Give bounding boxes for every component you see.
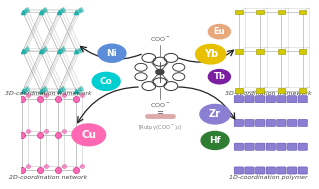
- FancyBboxPatch shape: [277, 96, 286, 103]
- FancyBboxPatch shape: [235, 9, 243, 14]
- Circle shape: [92, 72, 120, 90]
- FancyBboxPatch shape: [299, 49, 307, 54]
- Circle shape: [208, 25, 230, 39]
- FancyBboxPatch shape: [256, 167, 265, 174]
- Text: Ni: Ni: [107, 49, 117, 58]
- FancyBboxPatch shape: [299, 88, 307, 93]
- Text: Zr: Zr: [209, 109, 221, 119]
- FancyBboxPatch shape: [234, 143, 243, 150]
- FancyBboxPatch shape: [256, 88, 264, 93]
- FancyBboxPatch shape: [299, 9, 307, 14]
- Text: Hf: Hf: [209, 136, 221, 145]
- Circle shape: [72, 124, 106, 146]
- Circle shape: [201, 132, 229, 149]
- Text: 3D-coordination framework: 3D-coordination framework: [5, 91, 92, 96]
- FancyBboxPatch shape: [287, 119, 297, 126]
- FancyBboxPatch shape: [256, 119, 265, 126]
- Text: 2D-coordination network: 2D-coordination network: [9, 176, 87, 180]
- FancyBboxPatch shape: [287, 167, 297, 174]
- FancyBboxPatch shape: [298, 143, 308, 150]
- FancyBboxPatch shape: [277, 143, 286, 150]
- Text: [Rutpy(COO$^-$)$_2$]: [Rutpy(COO$^-$)$_2$]: [138, 123, 182, 132]
- FancyBboxPatch shape: [256, 143, 265, 150]
- FancyBboxPatch shape: [235, 49, 243, 54]
- FancyBboxPatch shape: [234, 96, 243, 103]
- Text: COO$^-$: COO$^-$: [150, 35, 170, 43]
- FancyBboxPatch shape: [245, 143, 254, 150]
- FancyBboxPatch shape: [287, 96, 297, 103]
- FancyBboxPatch shape: [298, 96, 308, 103]
- FancyBboxPatch shape: [266, 96, 275, 103]
- Text: 3D-coordination framework: 3D-coordination framework: [226, 91, 312, 96]
- FancyBboxPatch shape: [277, 167, 286, 174]
- FancyBboxPatch shape: [287, 143, 297, 150]
- Text: Tb: Tb: [213, 72, 225, 81]
- Text: Yb: Yb: [204, 49, 218, 59]
- Text: Co: Co: [100, 77, 113, 86]
- FancyBboxPatch shape: [298, 119, 308, 126]
- Circle shape: [156, 69, 164, 75]
- FancyBboxPatch shape: [245, 96, 254, 103]
- FancyBboxPatch shape: [266, 143, 275, 150]
- Text: 1D-coordination polymer: 1D-coordination polymer: [229, 176, 308, 180]
- Circle shape: [98, 44, 126, 62]
- FancyBboxPatch shape: [278, 9, 285, 14]
- FancyBboxPatch shape: [235, 88, 243, 93]
- Text: Cu: Cu: [81, 130, 96, 140]
- Text: Eu: Eu: [214, 27, 225, 36]
- FancyBboxPatch shape: [266, 119, 275, 126]
- Circle shape: [196, 44, 226, 64]
- FancyBboxPatch shape: [245, 167, 254, 174]
- FancyBboxPatch shape: [278, 88, 285, 93]
- FancyBboxPatch shape: [277, 119, 286, 126]
- FancyBboxPatch shape: [256, 96, 265, 103]
- FancyBboxPatch shape: [234, 167, 243, 174]
- FancyBboxPatch shape: [245, 119, 254, 126]
- FancyBboxPatch shape: [298, 167, 308, 174]
- Text: COO$^-$: COO$^-$: [150, 101, 170, 109]
- Circle shape: [200, 105, 230, 124]
- Circle shape: [208, 70, 230, 84]
- FancyBboxPatch shape: [234, 119, 243, 126]
- FancyBboxPatch shape: [256, 49, 264, 54]
- FancyBboxPatch shape: [256, 9, 264, 14]
- Text: =: =: [156, 108, 163, 118]
- FancyBboxPatch shape: [278, 49, 285, 54]
- FancyBboxPatch shape: [266, 167, 275, 174]
